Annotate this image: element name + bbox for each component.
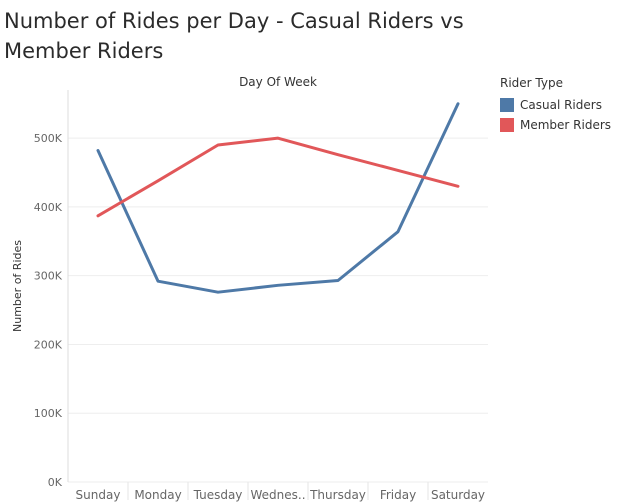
data-point-member[interactable] [334,151,342,159]
x-tick-label: Sunday [76,488,121,502]
data-point-casual[interactable] [154,277,162,285]
legend-item-casual[interactable]: Casual Riders [500,95,611,115]
legend-label-casual: Casual Riders [520,98,602,112]
y-tick-label: 300K [34,270,63,283]
x-tick-label: Friday [380,488,416,502]
x-axis-title: Day Of Week [239,75,317,89]
data-point-casual[interactable] [334,276,342,284]
y-tick-label: 200K [34,338,63,351]
series-line-member[interactable] [96,136,460,218]
legend-title: Rider Type [500,76,563,90]
legend-swatch-casual [500,98,514,112]
legend-label-member: Member Riders [520,118,612,132]
data-point-member[interactable] [94,212,102,220]
data-point-casual[interactable] [94,147,102,155]
data-point-member[interactable] [154,177,162,185]
y-tick-label: 100K [34,407,63,420]
chart-title: Number of Rides per Day - Casual Riders … [4,9,464,63]
y-tick-label: 400K [34,201,63,214]
series-line-casual[interactable] [96,102,460,294]
x-tick-label: Monday [134,488,181,502]
x-tick-label: Thursday [309,488,366,502]
x-tick-label: Saturday [431,488,485,502]
data-point-member[interactable] [454,182,462,190]
data-point-casual[interactable] [274,281,282,289]
y-tick-label: 0K [48,476,63,489]
y-axis-title: Number of Rides [11,240,24,332]
data-point-member[interactable] [214,141,222,149]
x-tick-label: Tuesday [193,488,243,502]
data-point-casual[interactable] [214,288,222,296]
data-point-casual[interactable] [454,100,462,108]
legend: Rider Type Casual Riders Member Riders [500,76,611,135]
x-tick-label: Wednes.. [250,488,305,502]
legend-swatch-member [500,118,514,132]
data-point-member[interactable] [394,166,402,174]
y-tick-label: 500K [34,132,63,145]
data-point-member[interactable] [274,134,282,142]
data-point-casual[interactable] [394,228,402,236]
legend-item-member[interactable]: Member Riders [500,115,611,135]
